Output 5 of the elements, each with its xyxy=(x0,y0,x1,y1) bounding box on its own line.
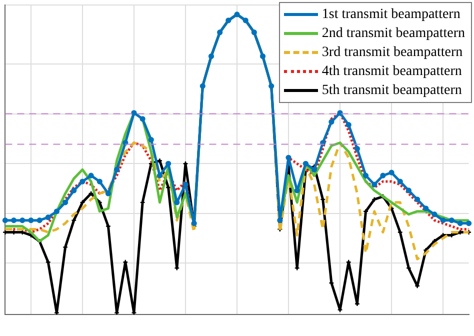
legend-label: 1st transmit beampattern xyxy=(322,6,460,24)
legend-label: 5th transmit beampattern xyxy=(322,82,462,100)
legend-label: 3rd transmit beampattern xyxy=(322,44,463,62)
legend-label: 2nd transmit beampattern xyxy=(322,25,465,43)
legend-label: 4th transmit beampattern xyxy=(322,63,462,81)
